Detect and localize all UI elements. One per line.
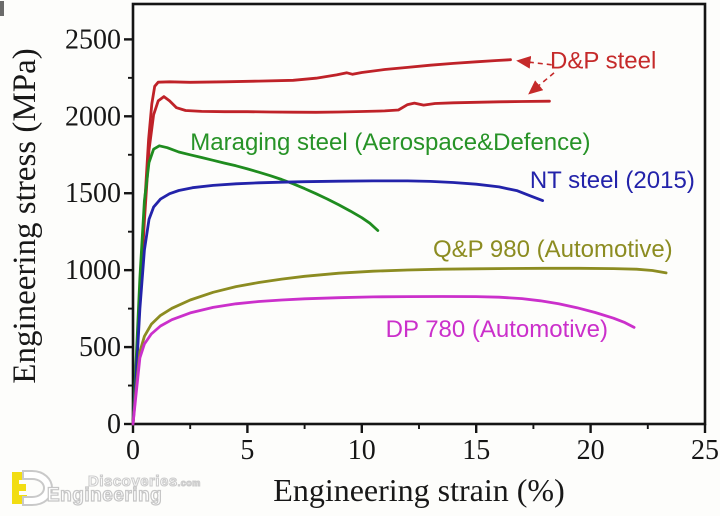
x-tick-label: 15: [462, 435, 490, 466]
x-tick-label: 25: [691, 435, 719, 466]
x-tick-label: 0: [126, 435, 140, 466]
label-dp-780: DP 780 (Automotive): [386, 316, 608, 343]
curve-dp-steel-upper: [131, 58, 512, 426]
corner-artifact: [0, 1, 4, 16]
label-maraging-steel: Maraging steel (Aerospace&Defence): [190, 129, 590, 156]
label-dp-steel: D&P steel: [550, 47, 656, 74]
x-tick-label: 10: [348, 435, 376, 466]
y-axis-title: Engineering stress (MPa): [7, 48, 43, 384]
x-axis-title: Engineering strain (%): [273, 472, 565, 508]
y-tick-label: 0: [107, 409, 121, 440]
y-tick-label: 1500: [65, 178, 121, 209]
arrow-dp-upper: [516, 55, 552, 69]
curve-nt-steel: [131, 179, 544, 426]
label-qp-980: Q&P 980 (Automotive): [433, 236, 673, 263]
y-tick-label: 2000: [65, 101, 121, 132]
curve-dp-780: [131, 295, 636, 426]
y-tick-label: 500: [79, 332, 121, 363]
y-tick-label: 1000: [65, 255, 121, 286]
arrow-dp-lower: [528, 72, 555, 95]
curve-dp-steel-lower: [131, 95, 551, 426]
curve-maraging-steel: [131, 144, 380, 426]
curve-qp-980: [131, 266, 668, 426]
label-nt-steel: NT steel (2015): [530, 167, 695, 194]
x-tick-label: 5: [240, 435, 254, 466]
x-tick-label: 20: [577, 435, 605, 466]
y-tick-label: 2500: [65, 24, 121, 55]
